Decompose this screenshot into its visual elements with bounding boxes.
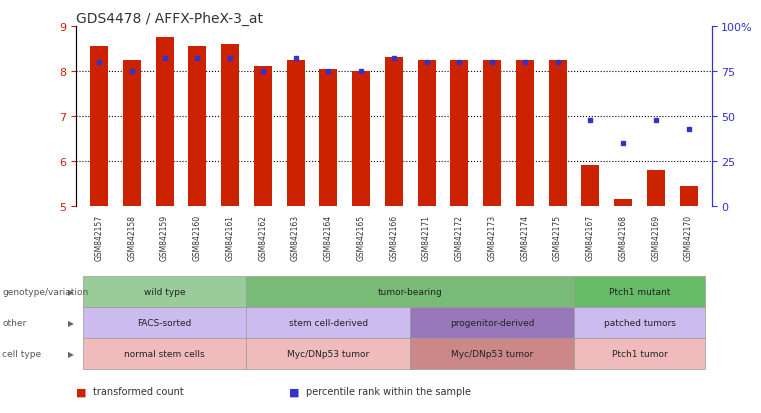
Text: Ptch1 mutant: Ptch1 mutant (609, 287, 670, 296)
Text: genotype/variation: genotype/variation (2, 287, 88, 296)
Bar (451, 61, 468, 206)
Bar (614, 200, 632, 206)
Text: ■: ■ (76, 387, 87, 396)
Text: tumor-bearing: tumor-bearing (377, 287, 443, 296)
Bar (385, 58, 403, 206)
Text: Ptch1 tumor: Ptch1 tumor (612, 349, 667, 358)
Bar (516, 61, 534, 206)
Bar (320, 69, 337, 206)
Bar (90, 47, 108, 206)
Bar (221, 45, 239, 206)
Text: other: other (2, 318, 27, 327)
Text: cell type: cell type (2, 349, 41, 358)
Bar (188, 47, 206, 206)
Bar (418, 61, 435, 206)
Text: progenitor-derived: progenitor-derived (450, 318, 534, 327)
Bar (352, 72, 370, 206)
Text: ■: ■ (289, 387, 300, 396)
Text: transformed count: transformed count (93, 387, 183, 396)
Text: Myc/DNp53 tumor: Myc/DNp53 tumor (287, 349, 369, 358)
Text: ▶: ▶ (68, 287, 74, 296)
Text: wild type: wild type (144, 287, 186, 296)
Text: Myc/DNp53 tumor: Myc/DNp53 tumor (451, 349, 533, 358)
Text: ▶: ▶ (68, 318, 74, 327)
Text: patched tumors: patched tumors (603, 318, 676, 327)
Bar (483, 61, 501, 206)
Bar (253, 67, 272, 206)
Bar (287, 61, 304, 206)
Text: percentile rank within the sample: percentile rank within the sample (306, 387, 471, 396)
Bar (549, 61, 567, 206)
Text: stem cell-derived: stem cell-derived (288, 318, 368, 327)
Text: FACS-sorted: FACS-sorted (137, 318, 192, 327)
Text: normal stem cells: normal stem cells (124, 349, 205, 358)
Bar (155, 38, 174, 207)
Text: ▶: ▶ (68, 349, 74, 358)
Bar (581, 166, 600, 206)
Text: GDS4478 / AFFX-PheX-3_at: GDS4478 / AFFX-PheX-3_at (76, 12, 263, 26)
Bar (123, 61, 141, 206)
Bar (647, 171, 665, 206)
Bar (680, 186, 698, 206)
